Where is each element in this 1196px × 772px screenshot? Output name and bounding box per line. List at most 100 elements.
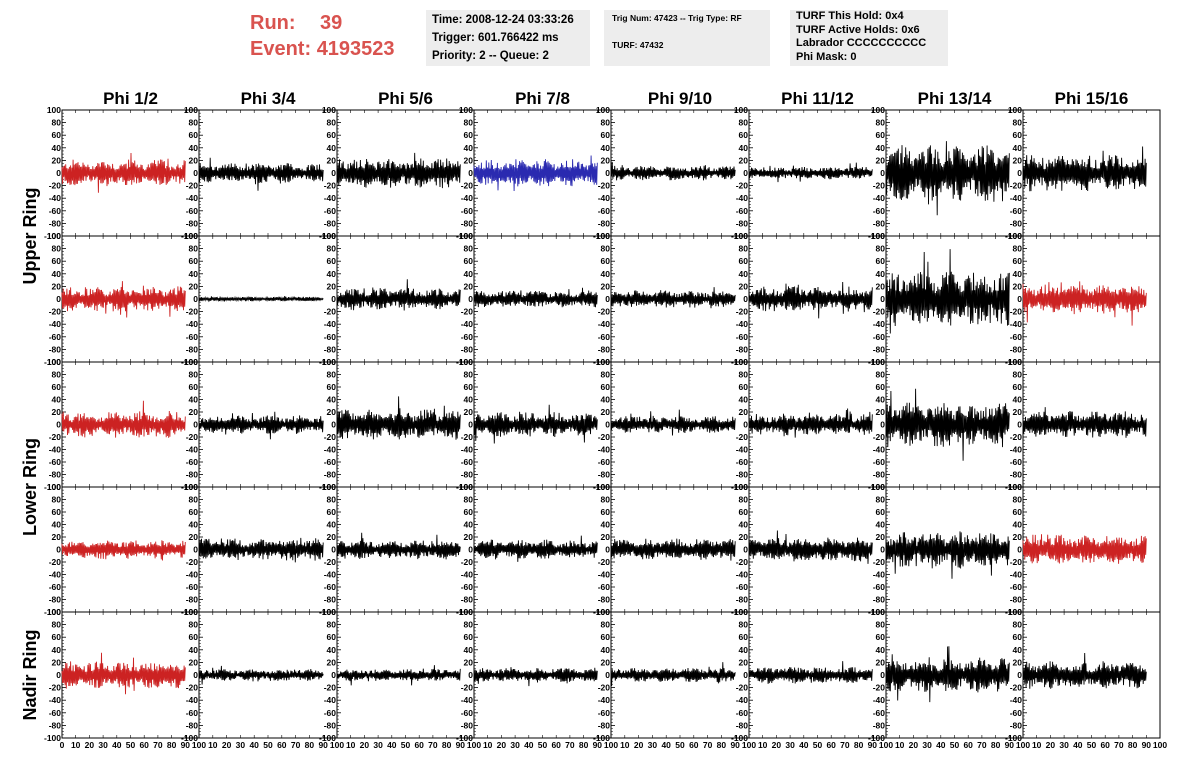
y-tick-label: -80: [49, 344, 62, 354]
x-tick-label: 100: [742, 740, 756, 750]
y-tick-label: -40: [49, 570, 62, 580]
x-tick-label: 70: [977, 740, 987, 750]
y-tick-label: -60: [873, 457, 886, 467]
x-tick-label: 10: [71, 740, 81, 750]
waveform-trace: [1022, 534, 1147, 564]
ring-label: Lower Ring: [20, 438, 40, 536]
y-tick-label: 100: [1008, 482, 1022, 492]
y-tick-label: 40: [464, 395, 474, 405]
y-tick-label: 60: [52, 130, 62, 140]
y-tick-label: -40: [598, 445, 611, 455]
y-tick-label: 20: [327, 532, 337, 542]
y-tick-label: -20: [461, 557, 474, 567]
y-tick-label: 80: [327, 370, 337, 380]
y-tick-label: -20: [873, 557, 886, 567]
waveform-trace: [885, 646, 1010, 703]
y-tick-label: -60: [324, 206, 337, 216]
waveform-trace: [61, 540, 186, 561]
y-tick-label: 100: [47, 231, 61, 241]
y-tick-label: -20: [598, 181, 611, 191]
y-tick-label: 60: [464, 632, 474, 642]
y-tick-label: -40: [461, 319, 474, 329]
y-tick-label: 20: [601, 532, 611, 542]
waveform-trace: [198, 537, 324, 563]
y-tick-label: 40: [1013, 143, 1023, 153]
x-tick-label: 30: [98, 740, 108, 750]
turf-info-panel: TURF This Hold: 0x4 TURF Active Holds: 0…: [790, 10, 948, 66]
x-tick-label: 40: [249, 740, 259, 750]
y-tick-label: -40: [873, 319, 886, 329]
y-tick-label: 40: [189, 520, 199, 530]
y-tick-label: 20: [739, 281, 749, 291]
y-tick-label: 60: [189, 507, 199, 517]
y-tick-label: 80: [189, 495, 199, 505]
x-tick-label: 100: [879, 740, 893, 750]
y-tick-label: 80: [464, 118, 474, 128]
y-tick-label: -80: [1010, 595, 1023, 605]
x-tick-label: 50: [1087, 740, 1097, 750]
y-tick-label: -100: [44, 231, 61, 241]
y-tick-label: -80: [324, 218, 337, 228]
y-tick-label: -60: [186, 457, 199, 467]
y-tick-label: -80: [1010, 344, 1023, 354]
waveform-trace: [748, 281, 873, 319]
y-tick-label: -40: [736, 570, 749, 580]
waveform-trace: [61, 652, 186, 695]
y-tick-label: 60: [739, 130, 749, 140]
y-tick-label: -20: [49, 307, 62, 317]
y-tick-label: -80: [736, 720, 749, 730]
y-tick-label: -80: [461, 470, 474, 480]
y-tick-label: 60: [464, 507, 474, 517]
y-tick-label: 100: [871, 607, 885, 617]
waveform-trace: [61, 152, 186, 193]
y-tick-label: 100: [322, 231, 336, 241]
y-tick-label: -80: [873, 720, 886, 730]
y-tick-label: 100: [322, 357, 336, 367]
y-tick-label: -80: [736, 344, 749, 354]
y-tick-label: 0: [193, 545, 198, 555]
y-tick-label: 40: [52, 143, 62, 153]
y-tick-label: 20: [876, 657, 886, 667]
y-tick-label: -20: [461, 683, 474, 693]
phi-mask-text: Phi Mask: 0: [796, 50, 857, 63]
y-tick-label: -40: [461, 193, 474, 203]
x-tick-label: 10: [1032, 740, 1042, 750]
y-tick-label: 80: [876, 118, 886, 128]
y-tick-label: 20: [876, 281, 886, 291]
event-label: Event:: [250, 38, 312, 60]
y-tick-label: 40: [876, 143, 886, 153]
y-tick-label: 80: [739, 495, 749, 505]
y-tick-label: 20: [601, 155, 611, 165]
x-tick-label: 40: [1073, 740, 1083, 750]
x-tick-label: 60: [414, 740, 424, 750]
y-tick-label: 40: [739, 269, 749, 279]
labrador-text: Labrador CCCCCCCCCC: [796, 37, 927, 49]
y-tick-label: 80: [464, 244, 474, 254]
y-tick-label: 60: [1013, 256, 1023, 266]
column-header: Phi 7/8: [515, 89, 570, 108]
y-tick-label: -20: [324, 557, 337, 567]
waveform-trace: [748, 661, 873, 684]
y-tick-label: -40: [1010, 570, 1023, 580]
y-tick-label: 40: [876, 520, 886, 530]
y-tick-label: -80: [598, 595, 611, 605]
y-tick-label: 40: [739, 520, 749, 530]
y-tick-label: 100: [596, 231, 610, 241]
x-tick-label: 20: [1046, 740, 1056, 750]
y-tick-label: -80: [873, 595, 886, 605]
y-tick-label: 80: [1013, 495, 1023, 505]
y-tick-label: 80: [601, 620, 611, 630]
waveform-trace: [61, 281, 186, 318]
y-tick-label: -60: [598, 582, 611, 592]
y-tick-label: 40: [601, 395, 611, 405]
ring-label: Nadir Ring: [20, 629, 40, 720]
y-tick-label: 20: [52, 532, 62, 542]
y-tick-label: -20: [49, 557, 62, 567]
waveform-trace: [1022, 652, 1147, 689]
x-tick-label: 40: [387, 740, 397, 750]
y-tick-label: 0: [605, 670, 610, 680]
run-value: 39: [320, 12, 343, 34]
waveform-trace: [336, 279, 461, 311]
x-tick-label: 10: [483, 740, 493, 750]
